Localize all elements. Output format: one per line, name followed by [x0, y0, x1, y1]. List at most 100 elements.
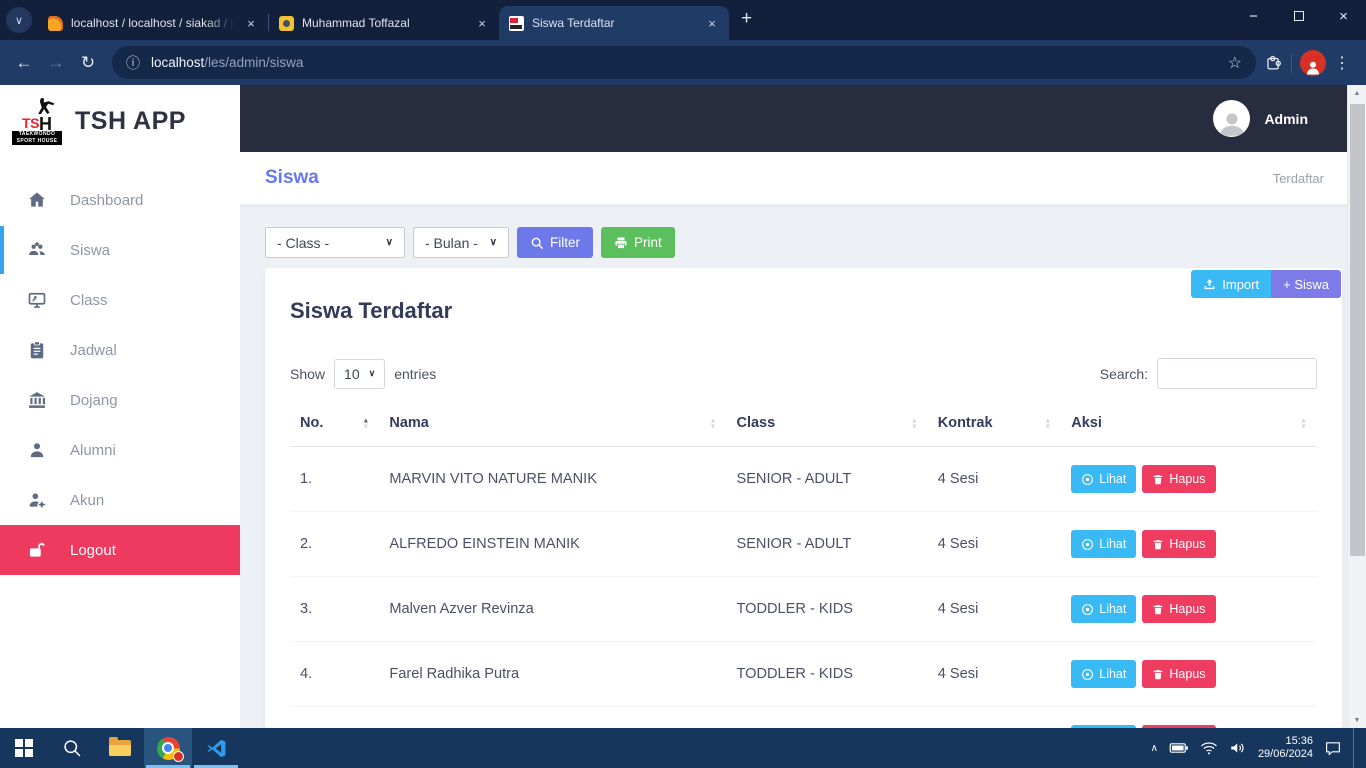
- tray-expand-icon[interactable]: ∧: [1150, 742, 1158, 754]
- sort-icons: ▲ ▼: [1044, 416, 1052, 431]
- filter-button[interactable]: Filter: [517, 227, 593, 258]
- import-button[interactable]: Import: [1191, 270, 1272, 298]
- battery-icon[interactable]: [1169, 741, 1189, 755]
- tab-search-button[interactable]: ∨: [6, 7, 32, 33]
- column-header-no[interactable]: No. ▲ ▼: [290, 405, 380, 447]
- table-row: 1. MARVIN VITO NATURE MANIK SENIOR - ADU…: [290, 446, 1317, 512]
- tab-title: Siswa Terdaftar: [532, 16, 615, 30]
- back-button[interactable]: ←: [15, 52, 33, 72]
- lihat-button[interactable]: Lihat: [1071, 595, 1137, 623]
- browser-menu-icon[interactable]: ⋮: [1334, 54, 1350, 72]
- siswa-card: Import + Siswa Siswa Terdaftar Show 10 ∨…: [265, 268, 1342, 728]
- month-filter-select[interactable]: - Bulan - ∨: [413, 227, 509, 258]
- sort-icons: ▲ ▼: [910, 416, 918, 431]
- wifi-icon[interactable]: [1200, 741, 1218, 756]
- tab-close-icon[interactable]: ×: [247, 15, 255, 31]
- browser-tab-toffazal[interactable]: Muhammad Toffazal ×: [269, 6, 499, 40]
- display-icon: [28, 292, 46, 308]
- lihat-button[interactable]: Lihat: [1071, 660, 1137, 688]
- site-info-icon[interactable]: ⓘ: [126, 54, 140, 71]
- page-size-select[interactable]: 10 ∨: [334, 358, 386, 389]
- hapus-button[interactable]: Hapus: [1142, 660, 1216, 688]
- table-row: 3. Malven Azver Revinza TODDLER - KIDS 4…: [290, 576, 1317, 642]
- class-filter-select[interactable]: - Class - ∨: [265, 227, 405, 258]
- search-input[interactable]: [1157, 358, 1317, 389]
- start-button[interactable]: [0, 728, 48, 768]
- extensions-icon[interactable]: [1264, 53, 1283, 72]
- lihat-button[interactable]: Lihat: [1071, 725, 1137, 728]
- users-icon: [29, 242, 45, 255]
- browser-toolbar: ← → ↻ ⓘ localhost/les/admin/siswa ☆ ⋮: [0, 40, 1366, 85]
- bookmark-star-icon[interactable]: ☆: [1227, 54, 1242, 72]
- taskbar-clock[interactable]: 15:36 29/06/2024: [1258, 735, 1313, 761]
- hapus-button[interactable]: Hapus: [1142, 595, 1216, 623]
- lihat-button[interactable]: Lihat: [1071, 465, 1137, 493]
- admin-avatar[interactable]: [1213, 100, 1251, 137]
- toolbar-divider: [1291, 52, 1292, 73]
- sidebar-item-label: Class: [70, 291, 108, 309]
- clock-time: 15:36: [1285, 735, 1313, 747]
- hapus-button[interactable]: Hapus: [1142, 465, 1216, 493]
- logo-line2: SPORT HOUSE: [12, 138, 62, 145]
- page-scrollbar[interactable]: ▲ ▼: [1347, 85, 1366, 728]
- sidebar-item-label: Dojang: [70, 391, 118, 409]
- trash-icon: [1154, 539, 1163, 549]
- print-button[interactable]: Print: [601, 227, 675, 258]
- browser-tab-siswa-terdaftar[interactable]: Siswa Terdaftar ×: [499, 6, 729, 40]
- sidebar-item-label: Siswa: [70, 241, 111, 259]
- site-favicon: [279, 15, 294, 31]
- main-area: Admin Siswa Terdaftar - Class - ∨ - Bula…: [240, 85, 1366, 728]
- hapus-button[interactable]: Hapus: [1142, 530, 1216, 558]
- column-header-aksi[interactable]: Aksi ▲ ▼: [1061, 405, 1317, 447]
- new-tab-button[interactable]: +: [741, 8, 753, 29]
- column-header-nama[interactable]: Nama ▲ ▼: [379, 405, 727, 447]
- browser-titlebar: ∨ localhost / localhost / siakad / p × M…: [0, 0, 1366, 40]
- browser-tab-phpmyadmin[interactable]: localhost / localhost / siakad / p ×: [38, 6, 268, 40]
- column-header-kontrak[interactable]: Kontrak ▲ ▼: [927, 405, 1062, 447]
- chrome-profile-badge: [173, 751, 184, 762]
- brand[interactable]: TS H TAEKWONDO SPORT HOUSE TSH APP: [0, 85, 240, 163]
- search-icon: [64, 740, 81, 757]
- tab-close-icon[interactable]: ×: [708, 15, 716, 31]
- lihat-button[interactable]: Lihat: [1071, 530, 1137, 558]
- scroll-up-arrow[interactable]: ▲: [1353, 89, 1361, 97]
- admin-user-label[interactable]: Admin: [1264, 110, 1308, 127]
- sidebar-item-akun[interactable]: Akun: [0, 475, 240, 525]
- sidebar-item-dashboard[interactable]: Dashboard: [0, 175, 240, 225]
- browser-profile-avatar[interactable]: [1300, 49, 1326, 76]
- scrollbar-thumb[interactable]: [1350, 104, 1365, 556]
- speaker-icon[interactable]: [1229, 740, 1247, 756]
- minimize-button[interactable]: −: [1249, 7, 1258, 25]
- reload-button[interactable]: ↻: [80, 52, 96, 72]
- forward-button[interactable]: →: [47, 52, 65, 72]
- action-center-icon[interactable]: [1324, 740, 1342, 756]
- restore-button[interactable]: [1276, 0, 1321, 32]
- scroll-down-arrow[interactable]: ▼: [1353, 716, 1361, 724]
- trash-icon: [1154, 669, 1163, 679]
- sidebar-item-alumni[interactable]: Alumni: [0, 425, 240, 475]
- sidebar-item-logout[interactable]: Logout: [0, 525, 240, 575]
- chrome-taskbar-button[interactable]: [144, 728, 192, 768]
- sidebar-item-siswa[interactable]: Siswa: [0, 225, 240, 275]
- sidebar-item-jadwal[interactable]: Jadwal: [0, 325, 240, 375]
- app-title: TSH APP: [75, 106, 186, 135]
- vscode-taskbar-button[interactable]: [192, 728, 240, 768]
- eye-icon: [1082, 668, 1094, 680]
- tab-close-icon[interactable]: ×: [478, 15, 486, 31]
- breadcrumb-current: Terdaftar: [1272, 170, 1324, 186]
- windows-taskbar: ∧ 15:36 29/06/2024: [0, 728, 1366, 768]
- sidebar-item-dojang[interactable]: Dojang: [0, 375, 240, 425]
- column-header-class[interactable]: Class ▲ ▼: [726, 405, 928, 447]
- close-window-button[interactable]: ×: [1339, 7, 1348, 25]
- sidebar-item-class[interactable]: Class: [0, 275, 240, 325]
- cell-nama: Malven Azver Revinza: [379, 576, 727, 642]
- bank-icon: [29, 392, 45, 408]
- taskbar-search-button[interactable]: [48, 728, 96, 768]
- address-bar[interactable]: ⓘ localhost/les/admin/siswa ☆: [112, 46, 1256, 79]
- clock-date: 29/06/2024: [1257, 748, 1313, 760]
- show-desktop-strip[interactable]: [1353, 728, 1358, 768]
- hapus-button[interactable]: Hapus: [1142, 725, 1216, 728]
- add-siswa-button[interactable]: + Siswa: [1271, 270, 1341, 298]
- user-gear-icon: [29, 493, 45, 508]
- file-explorer-button[interactable]: [96, 728, 144, 768]
